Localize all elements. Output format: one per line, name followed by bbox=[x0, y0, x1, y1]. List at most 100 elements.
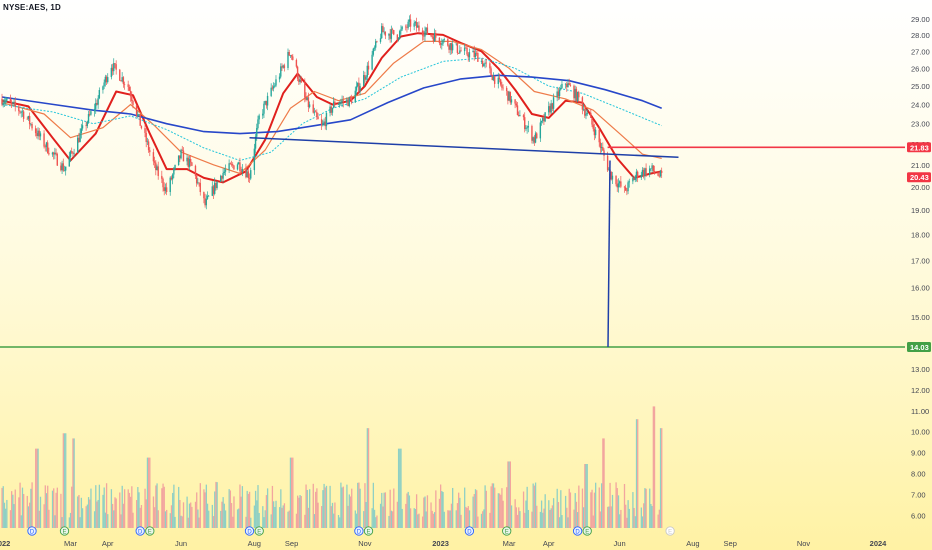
volume-bar bbox=[381, 492, 383, 528]
candle-body bbox=[145, 132, 147, 142]
candle-body bbox=[634, 176, 636, 181]
candle-body bbox=[581, 97, 584, 110]
volume-bar bbox=[208, 510, 210, 528]
volume-bar bbox=[169, 513, 171, 528]
volume-bar bbox=[250, 517, 252, 528]
volume-bar bbox=[246, 490, 248, 528]
volume-bar bbox=[400, 448, 402, 528]
volume-bar bbox=[72, 438, 74, 528]
volume-bar bbox=[115, 498, 117, 528]
event-marker-letter: E bbox=[668, 529, 672, 535]
volume-bar bbox=[155, 485, 157, 528]
volume-bar bbox=[87, 497, 90, 528]
candle-body bbox=[389, 33, 391, 39]
volume-bar bbox=[586, 464, 588, 528]
event-marker-d bbox=[572, 526, 583, 536]
volume-bar bbox=[173, 484, 175, 528]
volume-bar bbox=[203, 489, 205, 528]
candle-body bbox=[120, 80, 122, 82]
drawings[interactable] bbox=[0, 136, 905, 348]
volume-bar bbox=[241, 486, 244, 528]
candle-body bbox=[381, 26, 383, 39]
time-tick-label: Mar bbox=[503, 539, 516, 548]
candle-body bbox=[206, 196, 209, 199]
volume-bar bbox=[204, 492, 206, 528]
volume-bar bbox=[216, 482, 218, 528]
volume-bar bbox=[65, 433, 67, 528]
price-tick-label: 7.00 bbox=[911, 490, 926, 499]
candle-body bbox=[171, 174, 174, 180]
candle-body bbox=[282, 65, 284, 68]
volume-bar bbox=[54, 515, 56, 528]
candle-body bbox=[642, 169, 645, 176]
volume-bar bbox=[358, 482, 360, 528]
event-marker-letter: D bbox=[575, 529, 580, 535]
candle-body bbox=[229, 163, 232, 165]
volume-bar bbox=[262, 506, 264, 528]
candle-body bbox=[246, 171, 248, 178]
candle-body bbox=[170, 177, 173, 180]
volume-bar bbox=[607, 506, 609, 528]
candle-body bbox=[425, 27, 427, 32]
neckline-trendline bbox=[249, 136, 679, 159]
candle-body bbox=[122, 77, 125, 85]
candle-body bbox=[610, 171, 612, 180]
volume-bar bbox=[39, 496, 42, 528]
candle-body bbox=[602, 147, 604, 151]
price-axis[interactable]: 29.0028.0027.0026.0025.0024.0023.0022.00… bbox=[907, 15, 931, 520]
volume-bar bbox=[449, 510, 451, 528]
candle-body bbox=[188, 158, 191, 167]
volume-bar bbox=[77, 496, 79, 528]
volume-bar bbox=[424, 496, 426, 528]
volume-bar bbox=[36, 448, 38, 528]
candle-body bbox=[26, 118, 28, 120]
candle-body bbox=[641, 169, 644, 175]
volume-bar bbox=[263, 517, 265, 528]
volume-bar bbox=[391, 511, 394, 528]
volume-bar bbox=[304, 514, 306, 528]
candle-body bbox=[314, 111, 317, 113]
candle-body bbox=[140, 125, 143, 129]
volume-bar bbox=[653, 406, 656, 528]
candle-body bbox=[211, 186, 213, 196]
time-axis[interactable]: 2022 Mar Apr Jun Aug Sep Nov 2023 Mar Apr Jun Aug Se… bbox=[0, 539, 887, 548]
candle-body bbox=[342, 100, 344, 103]
volume-bar bbox=[289, 457, 292, 528]
volume-bar bbox=[90, 488, 92, 528]
volume-bar bbox=[450, 503, 453, 528]
price-tick-label: 6.00 bbox=[911, 511, 926, 520]
candle-body bbox=[3, 102, 6, 103]
price-marker-tag bbox=[907, 342, 931, 352]
candle-body bbox=[256, 128, 258, 137]
volume-bar bbox=[460, 514, 462, 528]
candle-body bbox=[433, 33, 436, 42]
volume-bar bbox=[297, 495, 299, 528]
candle-body bbox=[245, 168, 247, 178]
candle-body bbox=[448, 45, 450, 50]
volume-bar bbox=[409, 508, 412, 528]
time-tick-label: Aug bbox=[248, 539, 261, 548]
candle-body bbox=[103, 82, 105, 87]
volume-bar bbox=[38, 510, 40, 528]
volume-bar bbox=[93, 511, 96, 528]
candle-body bbox=[139, 114, 141, 126]
candle-body bbox=[359, 86, 361, 91]
candle-body bbox=[258, 115, 260, 120]
price-tick-label: 16.00 bbox=[911, 284, 930, 293]
candle-body bbox=[439, 43, 442, 45]
volume-bar bbox=[592, 515, 594, 528]
volume-bar bbox=[178, 486, 180, 528]
volume-bar bbox=[598, 487, 600, 528]
volume-bar bbox=[270, 514, 272, 528]
candle-body bbox=[123, 84, 126, 85]
candle-body bbox=[616, 184, 618, 188]
price-tick-label: 28.00 bbox=[911, 31, 930, 40]
price-marker-tag bbox=[907, 172, 931, 183]
candle-body bbox=[406, 27, 408, 28]
volume-bar bbox=[620, 509, 622, 528]
volume-bar bbox=[407, 491, 409, 528]
candle-body bbox=[20, 112, 22, 113]
candle-body bbox=[467, 54, 469, 58]
